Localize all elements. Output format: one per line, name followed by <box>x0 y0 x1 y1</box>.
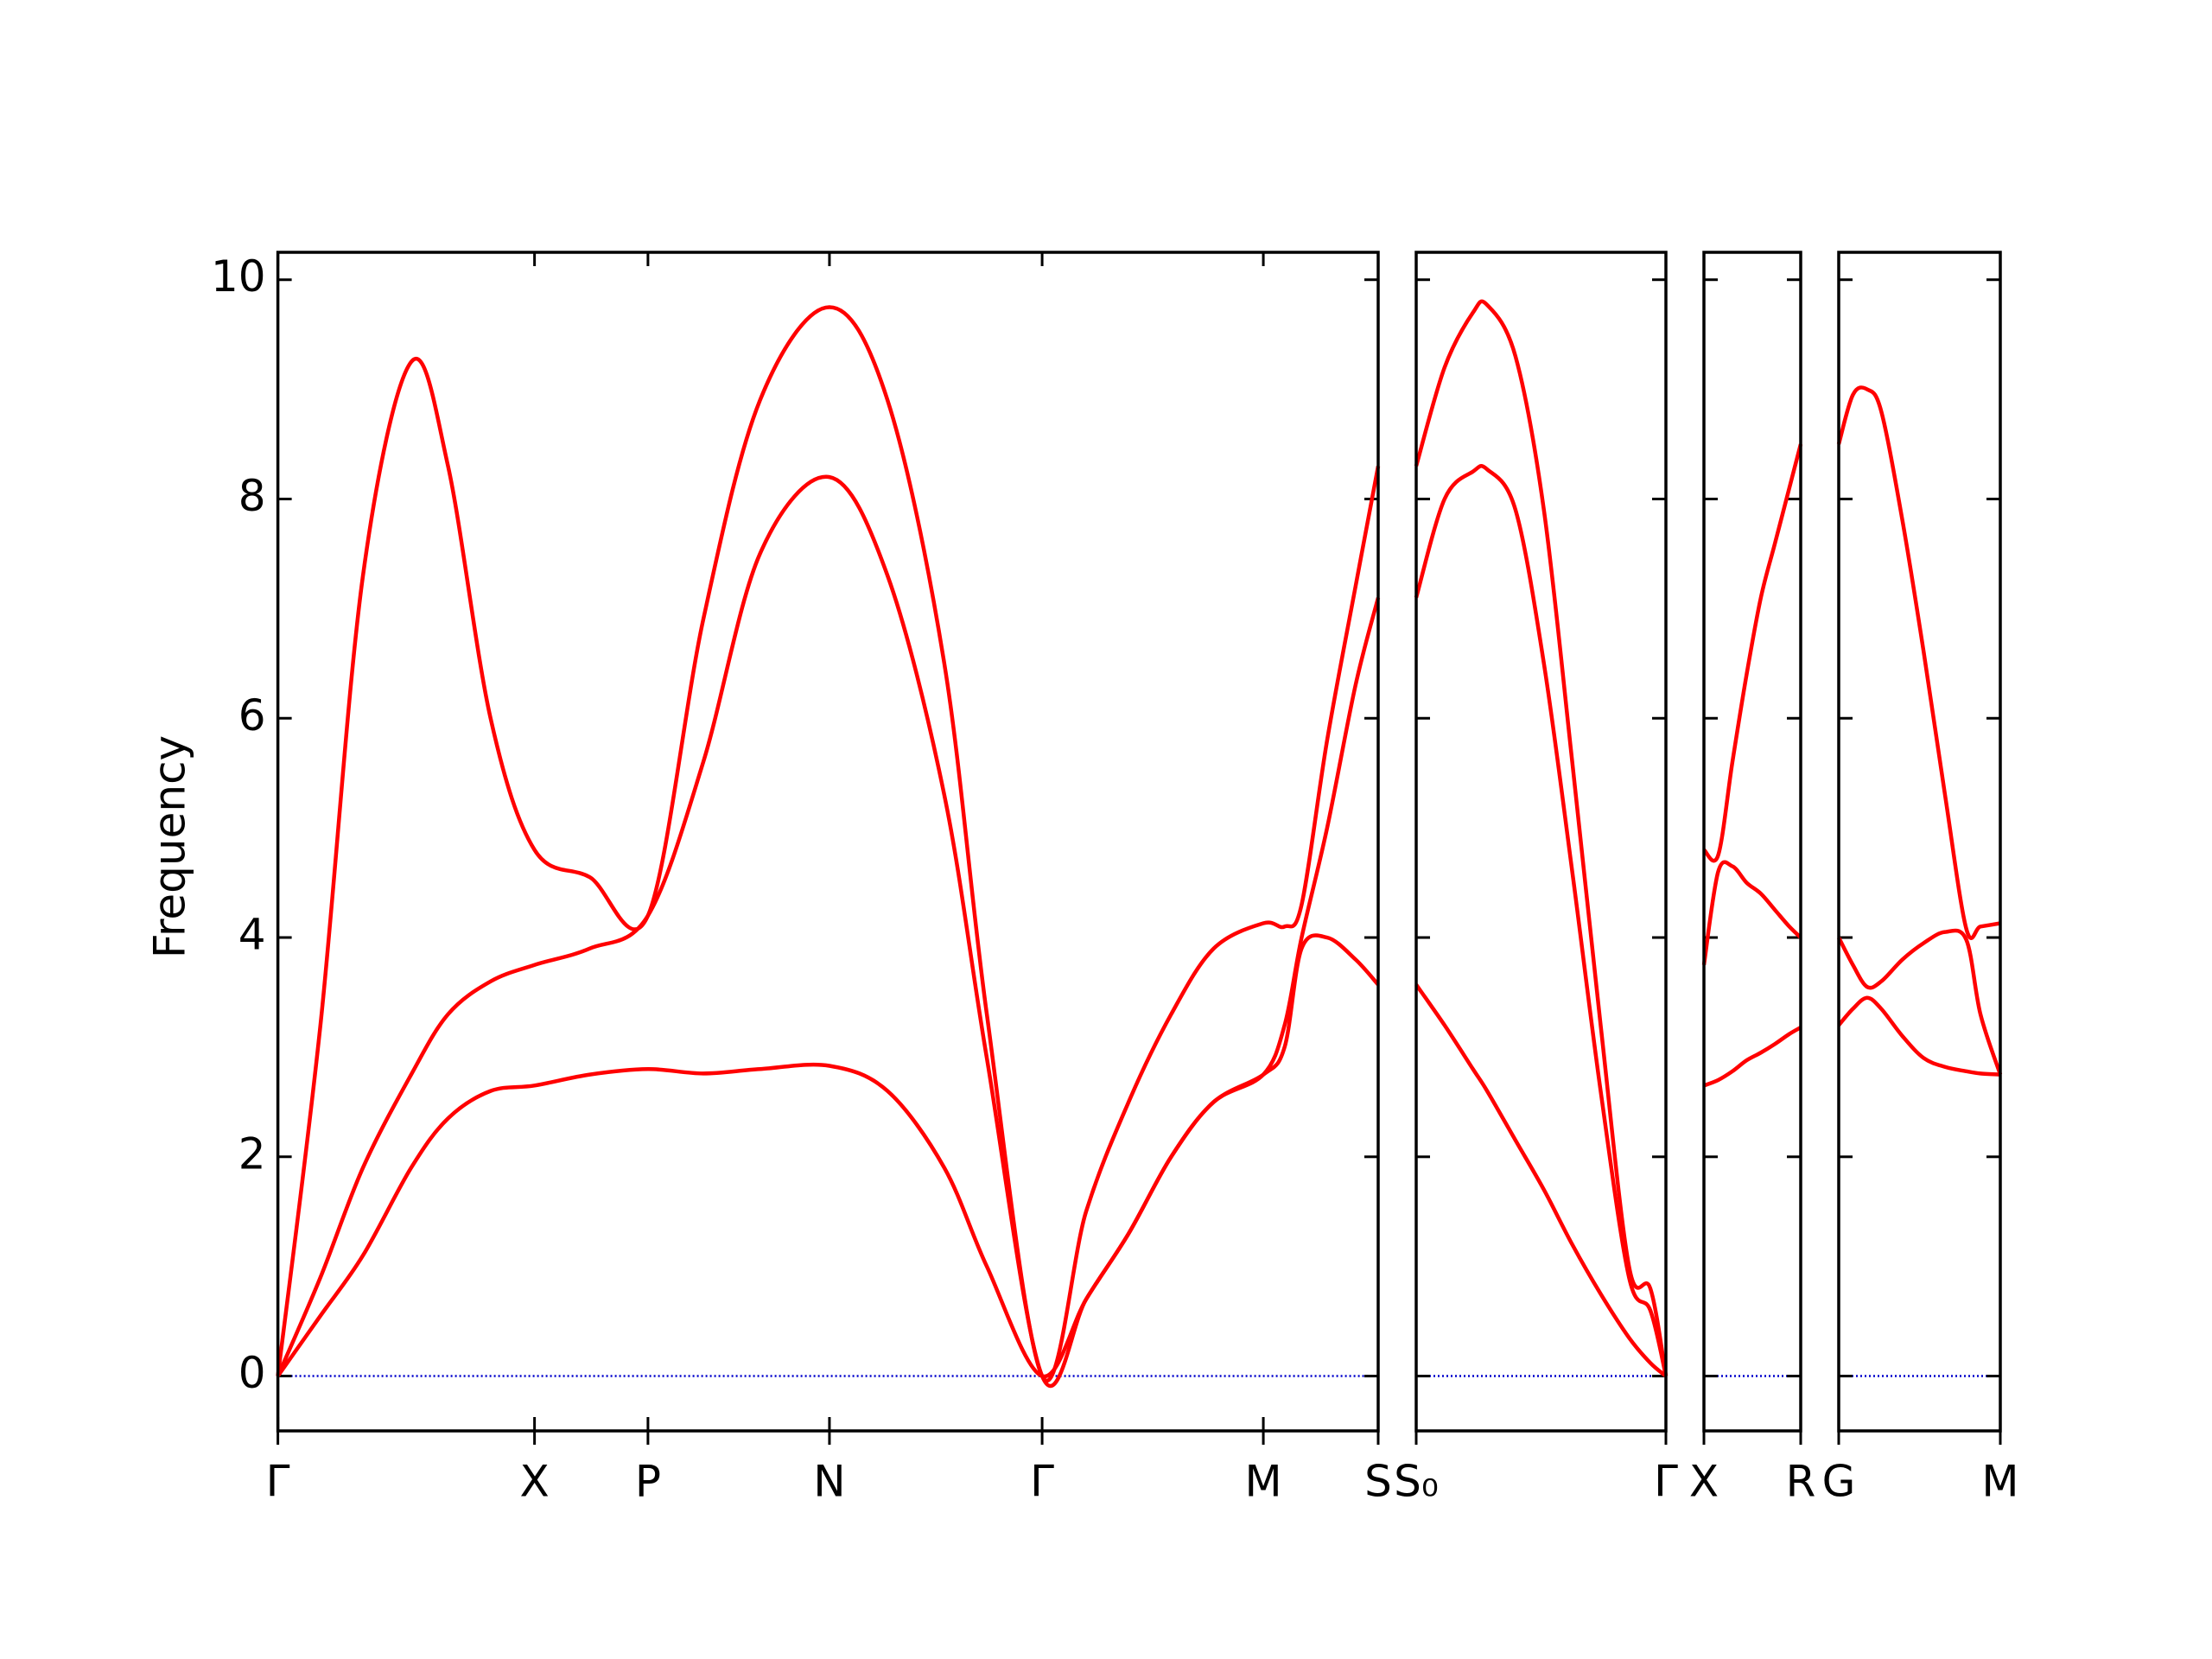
band-line <box>1414 983 1668 1378</box>
y-tick-label: 8 <box>238 471 266 521</box>
y-tick-label: 4 <box>238 910 266 960</box>
y-tick-label: 6 <box>238 690 266 741</box>
panel-frame <box>1837 251 2002 1433</box>
band-line <box>1836 385 2001 940</box>
band-line <box>1703 1026 1802 1088</box>
y-tick-label: 10 <box>211 251 266 302</box>
panel-frame <box>276 251 1380 1433</box>
band-line <box>1837 995 2001 1077</box>
y-tick-label: 2 <box>238 1128 266 1179</box>
x-tick-label: Γ <box>1030 1457 1054 1507</box>
y-axis-label: Frequency <box>145 735 195 958</box>
x-tick-label: M <box>1981 1457 2018 1507</box>
x-tick-label: N <box>813 1457 845 1507</box>
x-tick-label: S₀ <box>1394 1457 1439 1507</box>
x-tick-label: R <box>1786 1457 1816 1507</box>
panel-frame <box>1702 251 1802 1433</box>
band-line <box>276 305 1381 1382</box>
x-tick-label: Γ <box>1654 1457 1678 1507</box>
band-line <box>1837 928 2003 1076</box>
band-line <box>1414 464 1669 1377</box>
x-tick-label: Γ <box>266 1457 290 1507</box>
panel-frame <box>1414 251 1668 1433</box>
band-line <box>1414 299 1669 1376</box>
band-line <box>1701 860 1802 966</box>
x-tick-label: S <box>1364 1457 1392 1507</box>
x-tick-label: G <box>1822 1457 1856 1507</box>
band-line <box>276 474 1381 1388</box>
x-tick-label: M <box>1245 1457 1282 1507</box>
x-tick-label: P <box>635 1457 661 1507</box>
x-tick-label: X <box>519 1457 549 1507</box>
x-tick-label: X <box>1689 1457 1719 1507</box>
y-tick-label: 0 <box>238 1348 266 1398</box>
band-line <box>1702 443 1803 863</box>
band-line <box>276 933 1380 1378</box>
